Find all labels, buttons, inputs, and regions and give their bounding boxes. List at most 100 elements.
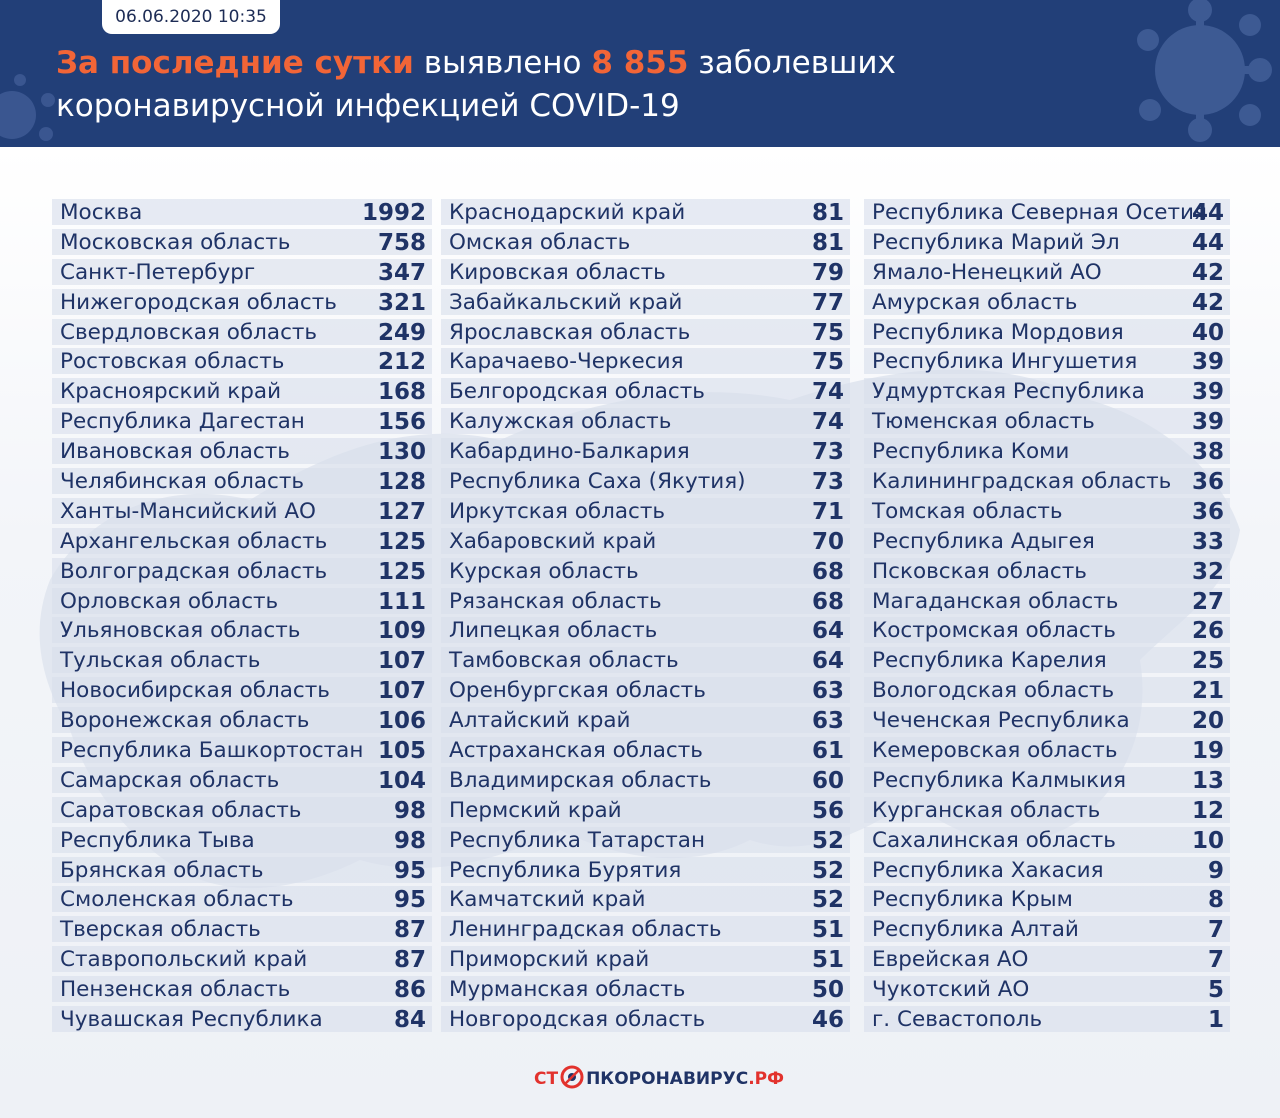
case-count: 51: [811, 947, 844, 974]
case-count: 44: [1191, 229, 1224, 256]
case-count: 106: [377, 708, 426, 735]
region-name: Чукотский АО: [872, 977, 1030, 1003]
table-row: Самарская область 104: [52, 766, 432, 794]
table-row: Новосибирская область 107: [52, 677, 432, 704]
region-name: Ханты-Мансийский АО: [60, 498, 316, 524]
table-row: Республика Калмыкия 13: [864, 766, 1230, 794]
region-name: Саратовская область: [60, 797, 302, 823]
table-row: Владимирская область 60: [441, 766, 850, 794]
logo-part-2: ПКОРОНАВИРУС: [586, 1069, 749, 1089]
table-row: Амурская область 42: [864, 288, 1230, 316]
region-name: Томская область: [872, 498, 1063, 524]
table-row: Курганская область 12: [864, 796, 1230, 824]
case-count: 107: [377, 648, 426, 675]
case-count: 75: [811, 319, 844, 346]
region-name: Архангельская область: [60, 528, 328, 554]
region-name: Владимирская область: [449, 767, 712, 793]
region-name: Курганская область: [872, 797, 1101, 823]
table-row: Пермский край 56: [441, 796, 850, 824]
case-count: 9: [1207, 857, 1224, 884]
case-count: 87: [393, 947, 426, 974]
regions-column-2: Краснодарский край 81 Омская область 81 Киро…: [441, 199, 850, 1036]
region-name: Кировская область: [449, 259, 666, 285]
table-row: Чеченская Республика 20: [864, 707, 1230, 734]
case-count: 81: [811, 200, 844, 226]
table-row: Еврейская АО 7: [864, 946, 1230, 973]
table-row: Пензенская область 86: [52, 976, 432, 1003]
region-name: Ленинградская область: [449, 917, 722, 943]
region-name: Орловская область: [60, 588, 279, 614]
table-row: Оренбургская область 63: [441, 677, 850, 704]
case-count: 32: [1191, 558, 1224, 585]
case-count: 127: [377, 498, 426, 525]
region-name: Магаданская область: [872, 588, 1119, 614]
region-name: Республика Дагестан: [60, 409, 305, 435]
table-row: Орловская область 111: [52, 587, 432, 615]
table-row: Омская область 81: [441, 228, 850, 256]
regions-column-1: Москва 1992 Московская область 758 Санкт-Пет…: [52, 199, 432, 1036]
table-row: Нижегородская область 321: [52, 288, 432, 316]
case-count: 50: [811, 977, 844, 1004]
table-row: Челябинская область 128: [52, 468, 432, 496]
table-row: Красноярский край 168: [52, 378, 432, 405]
case-count: 36: [1191, 498, 1224, 525]
table-row: Ульяновская область 109: [52, 617, 432, 645]
table-row: Ленинградская область 51: [441, 916, 850, 943]
case-count: 111: [377, 588, 426, 615]
case-count: 125: [377, 558, 426, 585]
table-row: Белгородская область 74: [441, 378, 850, 406]
case-count: 61: [811, 738, 844, 765]
region-name: Камчатский край: [449, 887, 646, 913]
table-row: Саратовская область 98: [52, 796, 432, 824]
table-row: Псковская область 32: [864, 557, 1230, 585]
case-count: 74: [811, 379, 844, 406]
region-name: Республика Саха (Якутия): [449, 469, 746, 495]
region-name: Ямало-Ненецкий АО: [872, 259, 1102, 285]
region-name: Ростовская область: [60, 349, 285, 375]
table-row: Республика Дагестан 156: [52, 408, 432, 436]
region-name: Санкт-Петербург: [60, 259, 256, 285]
region-name: Новгородская область: [449, 1007, 706, 1033]
region-name: Забайкальский край: [449, 289, 683, 315]
case-count: 12: [1191, 797, 1224, 824]
region-name: Республика Алтай: [872, 917, 1079, 943]
region-name: г. Севастополь: [872, 1007, 1043, 1033]
region-name: Республика Татарстан: [449, 827, 705, 853]
case-count: 74: [811, 409, 844, 436]
region-name: Республика Мордовия: [872, 319, 1124, 345]
region-name: Пензенская область: [60, 977, 291, 1003]
table-row: Республика Бурятия 52: [441, 856, 850, 884]
case-count: 7: [1207, 917, 1224, 944]
regions-column-3: Республика Северная Осетия 44 Республика М…: [864, 199, 1230, 1036]
case-count: 8: [1207, 887, 1224, 914]
region-name: Тверская область: [60, 917, 261, 943]
table-row: Республика Адыгея 33: [864, 527, 1230, 555]
page-title: За последние сутки выявлено 8 855 заболе…: [56, 42, 1156, 128]
region-name: Республика Северная Осетия: [872, 200, 1207, 225]
case-count: 42: [1191, 289, 1224, 316]
region-name: Белгородская область: [449, 379, 705, 405]
stopcoronavirus-logo[interactable]: СТ ПКОРОНАВИРУС.РФ: [534, 1064, 784, 1094]
case-count: 52: [811, 857, 844, 884]
case-count: 156: [377, 409, 426, 436]
table-row: Магаданская область 27: [864, 587, 1230, 615]
table-row: Республика Коми 38: [864, 438, 1230, 465]
case-count: 19: [1191, 738, 1224, 765]
table-row: Приморский край 51: [441, 946, 850, 974]
region-name: Новосибирская область: [60, 678, 330, 704]
case-count: 95: [393, 887, 426, 914]
case-count: 128: [377, 469, 426, 496]
case-count: 39: [1191, 379, 1224, 406]
case-count: 52: [811, 887, 844, 914]
table-row: Курская область 68: [441, 557, 850, 585]
date-badge: 06.06.2020 10:35: [102, 0, 280, 34]
case-count: 249: [377, 319, 426, 346]
table-row: Костромская область 26: [864, 617, 1230, 644]
case-count: 64: [811, 618, 844, 645]
table-row: Тульская область 107: [52, 647, 432, 675]
table-row: Москва 1992: [52, 199, 432, 226]
table-row: Санкт-Петербург 347: [52, 258, 432, 286]
case-count: 1992: [361, 200, 426, 226]
region-name: Республика Крым: [872, 887, 1073, 913]
case-count: 109: [377, 618, 426, 645]
